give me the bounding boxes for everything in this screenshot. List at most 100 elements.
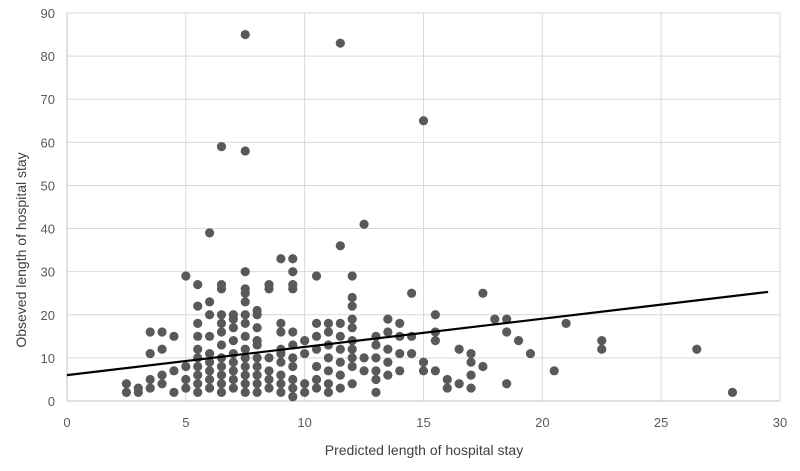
data-point bbox=[359, 219, 369, 229]
data-point bbox=[395, 366, 405, 376]
y-tick-label: 60 bbox=[41, 135, 55, 150]
data-point bbox=[311, 374, 322, 385]
data-point bbox=[288, 280, 298, 290]
y-tick-label: 90 bbox=[41, 6, 55, 21]
data-point bbox=[205, 331, 215, 341]
data-point bbox=[121, 379, 132, 389]
data-point bbox=[216, 370, 227, 380]
data-point bbox=[252, 336, 262, 346]
data-point bbox=[240, 29, 250, 40]
data-point bbox=[157, 344, 167, 354]
data-point bbox=[216, 310, 227, 320]
data-point bbox=[371, 353, 381, 363]
data-point bbox=[228, 310, 238, 320]
data-point bbox=[240, 353, 250, 363]
data-point bbox=[335, 38, 345, 48]
data-point bbox=[395, 348, 405, 359]
data-point bbox=[276, 387, 286, 397]
data-point bbox=[193, 370, 203, 380]
data-point bbox=[145, 374, 155, 385]
data-point bbox=[264, 374, 274, 385]
data-point bbox=[216, 379, 227, 389]
data-point bbox=[216, 280, 227, 290]
data-point bbox=[276, 254, 286, 264]
data-point bbox=[335, 344, 345, 354]
data-point bbox=[323, 387, 334, 397]
data-point bbox=[157, 379, 167, 389]
data-point bbox=[323, 366, 334, 376]
data-point bbox=[264, 366, 274, 376]
data-point bbox=[347, 314, 357, 324]
data-point bbox=[169, 387, 179, 397]
data-point bbox=[335, 383, 345, 393]
data-point bbox=[252, 379, 262, 389]
y-axis-title: Obseved length of hospital stay bbox=[13, 152, 29, 347]
data-point bbox=[276, 318, 286, 328]
y-tick-label: 10 bbox=[41, 351, 55, 366]
data-point bbox=[288, 254, 298, 264]
data-point bbox=[454, 344, 464, 354]
data-point bbox=[407, 288, 417, 298]
data-point bbox=[359, 366, 369, 376]
data-point bbox=[335, 241, 345, 251]
data-point bbox=[323, 318, 334, 328]
data-point bbox=[252, 387, 262, 397]
data-point bbox=[216, 361, 227, 372]
data-point bbox=[252, 305, 262, 316]
data-point bbox=[216, 387, 227, 397]
x-tick-label: 5 bbox=[182, 415, 189, 430]
data-point bbox=[264, 383, 274, 393]
data-point bbox=[347, 344, 357, 354]
y-tick-label: 50 bbox=[41, 178, 55, 193]
data-point bbox=[323, 327, 334, 337]
data-point bbox=[347, 301, 357, 311]
data-point bbox=[466, 383, 476, 393]
data-point bbox=[430, 310, 440, 320]
y-tick-label: 20 bbox=[41, 308, 55, 323]
data-point bbox=[145, 327, 155, 337]
data-point bbox=[276, 327, 286, 337]
data-point bbox=[252, 370, 262, 380]
data-point bbox=[228, 383, 238, 393]
data-point bbox=[371, 374, 381, 385]
data-point bbox=[205, 348, 215, 359]
x-axis-title: Predicted length of hospital stay bbox=[325, 442, 523, 458]
data-point bbox=[347, 323, 357, 333]
x-tick-label: 15 bbox=[416, 415, 430, 430]
y-tick-label: 0 bbox=[48, 394, 55, 409]
data-point bbox=[193, 301, 203, 311]
data-point bbox=[347, 353, 357, 363]
data-point bbox=[240, 310, 250, 320]
data-point bbox=[276, 370, 286, 380]
data-point bbox=[193, 379, 203, 389]
data-point bbox=[240, 361, 250, 372]
data-point bbox=[418, 357, 429, 367]
data-point bbox=[121, 387, 132, 397]
data-point bbox=[597, 344, 607, 354]
data-point bbox=[145, 383, 155, 393]
data-point bbox=[240, 387, 250, 397]
data-point bbox=[216, 340, 227, 350]
data-point bbox=[240, 331, 250, 341]
data-point bbox=[288, 374, 298, 385]
data-point bbox=[181, 383, 191, 393]
data-point bbox=[335, 357, 345, 367]
data-point bbox=[288, 392, 298, 402]
data-point bbox=[205, 374, 215, 385]
x-tick-label: 20 bbox=[535, 415, 549, 430]
data-point bbox=[205, 228, 215, 238]
axes bbox=[66, 13, 780, 402]
data-point bbox=[311, 361, 322, 372]
data-point bbox=[311, 318, 322, 328]
data-point bbox=[430, 336, 440, 346]
data-point bbox=[430, 366, 440, 376]
data-point bbox=[692, 344, 702, 354]
data-point bbox=[193, 318, 203, 328]
data-point bbox=[300, 336, 310, 346]
tick-labels: 0 10 20 30 40 50 60 70 80 90 0 5 10 15 20 25 30 bbox=[41, 6, 788, 430]
data-point bbox=[240, 284, 250, 294]
data-point bbox=[133, 383, 143, 393]
data-point bbox=[252, 323, 262, 333]
data-point bbox=[335, 331, 345, 341]
data-point bbox=[205, 357, 215, 367]
